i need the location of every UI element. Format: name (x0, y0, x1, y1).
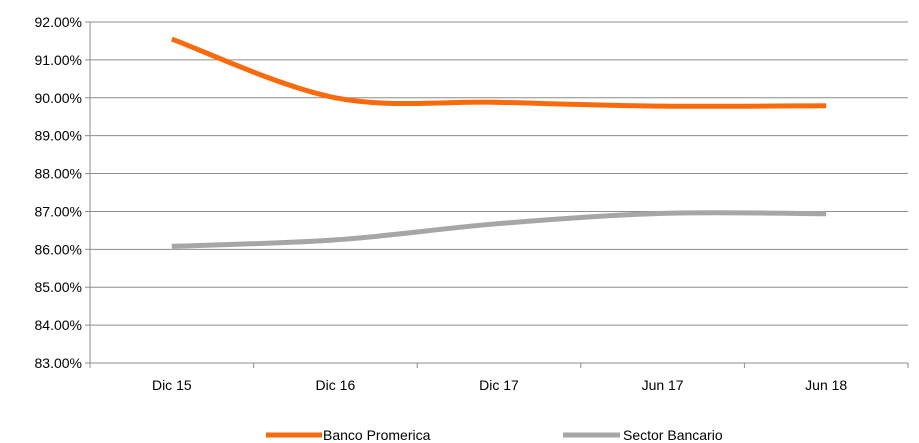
y-tick-label: 89.00% (35, 128, 82, 144)
legend: Banco Promerica Sector Bancario (266, 427, 723, 443)
y-tick-label: 90.00% (35, 90, 82, 106)
legend-label: Banco Promerica (323, 427, 431, 443)
x-tick-label: Dic 15 (152, 377, 192, 393)
y-tick-label: 92.00% (35, 14, 82, 30)
y-tick-label: 91.00% (35, 52, 82, 68)
y-tick-label: 83.00% (35, 355, 82, 371)
legend-label: Sector Bancario (623, 427, 723, 443)
y-tick-label: 84.00% (35, 317, 82, 333)
x-tick-label: Dic 16 (316, 377, 356, 393)
series-line-1 (171, 210, 827, 249)
x-tick-label: Jun 17 (642, 377, 684, 393)
axes (85, 21, 909, 368)
x-axis-tick-labels: Dic 15 Dic 16 Dic 17 Jun 17 Jun 18 (152, 377, 847, 393)
y-tick-label: 85.00% (35, 279, 82, 295)
series-line-0 (170, 36, 827, 109)
series-lines (170, 36, 827, 249)
x-tick-label: Dic 17 (479, 377, 519, 393)
y-tick-label: 87.00% (35, 203, 82, 219)
gridlines (90, 21, 908, 326)
y-tick-label: 86.00% (35, 241, 82, 257)
x-tick-label: Jun 18 (805, 377, 847, 393)
y-tick-label: 88.00% (35, 166, 82, 182)
y-axis-tick-labels: 83.00% 84.00% 85.00% 86.00% 87.00% 88.00% 89.0… (35, 14, 82, 371)
